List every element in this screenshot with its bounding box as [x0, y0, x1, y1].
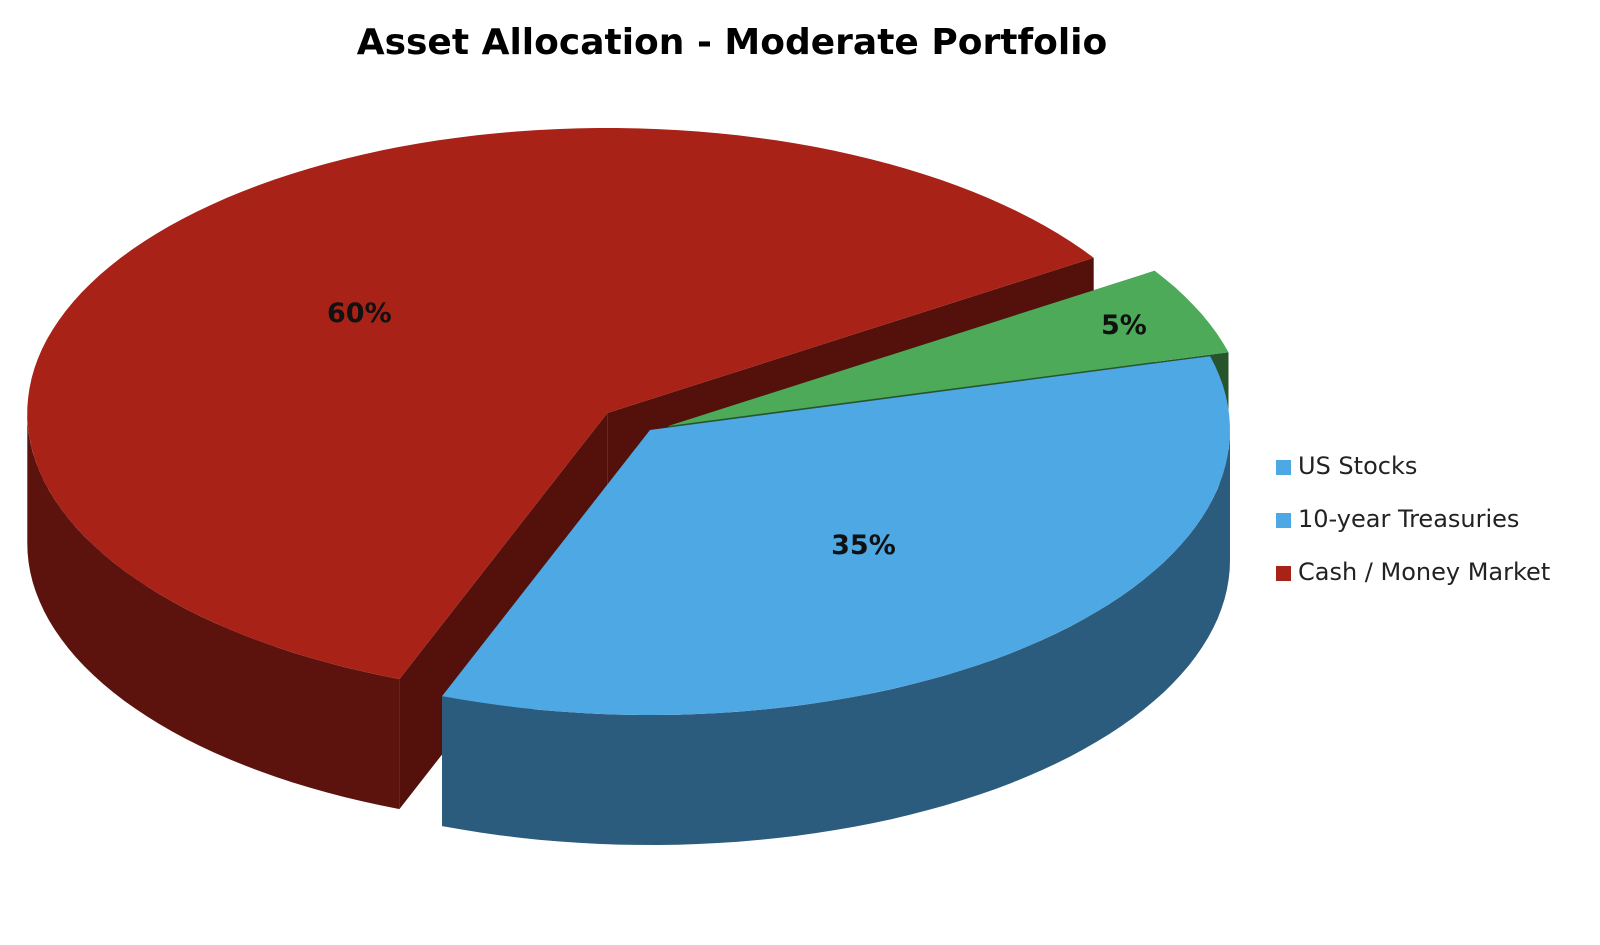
- legend-label: 10-year Treasuries: [1298, 505, 1519, 533]
- value-label: 5%: [1101, 310, 1147, 341]
- slice-top: [668, 270, 1229, 426]
- slice-top: [27, 128, 1094, 680]
- slice-side: [27, 413, 400, 810]
- slice-top: [442, 356, 1230, 715]
- legend-swatch: [1276, 460, 1291, 475]
- value-label: 60%: [327, 298, 392, 329]
- legend-swatch: [1276, 513, 1291, 528]
- chart-title: Asset Allocation - Moderate Portfolio: [357, 22, 1108, 63]
- slice-side: [442, 430, 1231, 845]
- legend-label: Cash / Money Market: [1298, 558, 1550, 586]
- legend-swatch: [1276, 566, 1291, 581]
- legend-label: US Stocks: [1298, 452, 1417, 480]
- value-label: 35%: [831, 530, 896, 561]
- slice: [442, 356, 1231, 845]
